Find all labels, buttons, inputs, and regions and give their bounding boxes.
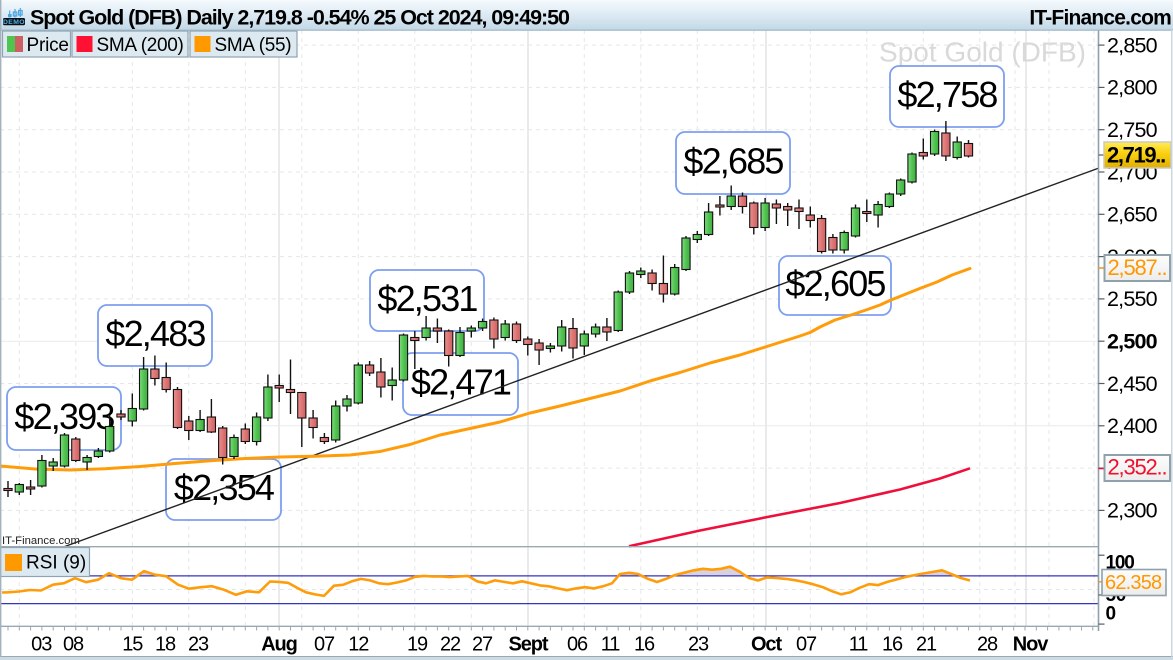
svg-text:21: 21 xyxy=(916,634,937,656)
svg-text:2,300: 2,300 xyxy=(1107,499,1158,523)
svg-text:18: 18 xyxy=(155,634,176,656)
svg-text:15: 15 xyxy=(122,634,143,656)
svg-text:2,400: 2,400 xyxy=(1107,414,1158,438)
svg-text:$2,471: $2,471 xyxy=(411,362,511,403)
svg-text:$2,758: $2,758 xyxy=(897,74,997,115)
svg-text:16: 16 xyxy=(882,634,903,656)
svg-text:$2,393: $2,393 xyxy=(14,396,114,437)
svg-text:SMA (55): SMA (55) xyxy=(215,35,292,56)
svg-text:2,587..: 2,587.. xyxy=(1108,255,1167,280)
svg-text:2,352..: 2,352.. xyxy=(1108,455,1167,480)
svg-text:2,450: 2,450 xyxy=(1107,372,1158,396)
svg-text:62.358: 62.358 xyxy=(1105,572,1162,594)
svg-text:2,719..: 2,719.. xyxy=(1107,143,1165,168)
svg-text:16: 16 xyxy=(634,634,655,656)
svg-text:23: 23 xyxy=(688,634,709,656)
svg-text:28: 28 xyxy=(977,634,998,656)
svg-text:$2,685: $2,685 xyxy=(683,141,783,182)
svg-text:100: 100 xyxy=(1106,553,1135,574)
svg-text:2,750: 2,750 xyxy=(1107,118,1158,142)
svg-text:Price: Price xyxy=(27,35,69,56)
svg-text:22: 22 xyxy=(440,634,461,656)
svg-text:03: 03 xyxy=(31,634,52,656)
svg-text:2,550: 2,550 xyxy=(1107,287,1158,311)
svg-text:$2,605: $2,605 xyxy=(785,263,885,304)
svg-text:IT-Finance.com: IT-Finance.com xyxy=(2,535,80,547)
svg-text:2,850: 2,850 xyxy=(1107,33,1158,57)
svg-text:2,500: 2,500 xyxy=(1107,330,1158,354)
svg-text:2,800: 2,800 xyxy=(1107,76,1158,100)
svg-text:Spot Gold (DFB): Spot Gold (DFB) xyxy=(879,37,1086,68)
svg-text:11: 11 xyxy=(601,634,621,656)
svg-text:IT-Finance.com: IT-Finance.com xyxy=(1029,7,1171,30)
svg-text:Spot Gold (DFB) Daily 2,719.8: Spot Gold (DFB) Daily 2,719.8 -0.54% 25 … xyxy=(30,6,570,30)
svg-text:$2,483: $2,483 xyxy=(105,313,205,354)
svg-text:DEMO: DEMO xyxy=(3,19,25,26)
svg-text:RSI (9): RSI (9) xyxy=(26,553,86,574)
svg-text:0: 0 xyxy=(1106,604,1117,625)
svg-text:Oct: Oct xyxy=(751,634,782,656)
svg-text:12: 12 xyxy=(348,634,369,656)
svg-text:23: 23 xyxy=(188,634,209,656)
svg-text:08: 08 xyxy=(63,634,84,656)
svg-text:$2,531: $2,531 xyxy=(377,278,477,319)
svg-text:Sept: Sept xyxy=(509,634,549,656)
svg-text:Aug: Aug xyxy=(261,634,297,656)
svg-text:27: 27 xyxy=(472,634,493,656)
svg-text:07: 07 xyxy=(796,634,817,656)
svg-text:07: 07 xyxy=(314,634,335,656)
svg-text:2,650: 2,650 xyxy=(1107,203,1158,227)
svg-text:19: 19 xyxy=(407,634,428,656)
svg-text:Nov: Nov xyxy=(1013,634,1049,656)
svg-text:11: 11 xyxy=(849,634,869,656)
svg-text:SMA (200): SMA (200) xyxy=(97,35,184,56)
svg-text:06: 06 xyxy=(567,634,588,656)
